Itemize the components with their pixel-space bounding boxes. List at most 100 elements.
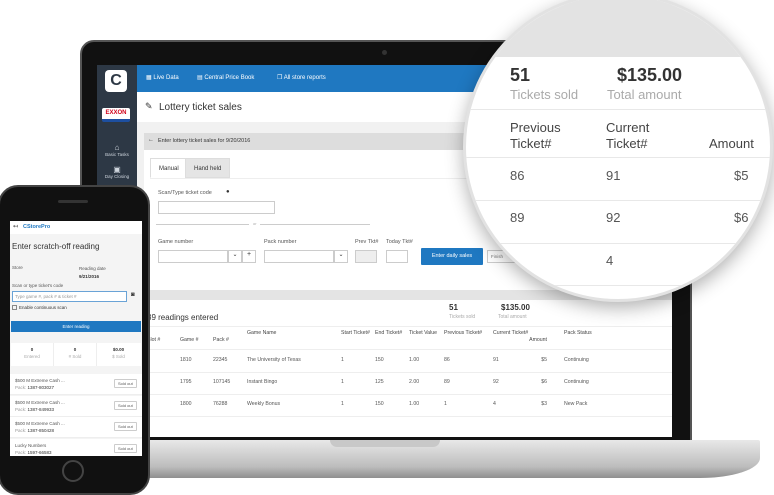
nav-label: Live Data xyxy=(153,75,179,81)
ticket-icon: ✎ xyxy=(145,101,153,111)
camera-icon[interactable]: ◙ xyxy=(131,292,135,298)
reports-icon: ❐ xyxy=(277,75,284,81)
table-row[interactable]: 01795107145Instant Bingo11252.008992$6Co… xyxy=(144,373,672,395)
list-item[interactable]: $500 M Extreme Cash ... Pack: 1387-803027… xyxy=(10,374,142,395)
divider xyxy=(144,394,672,395)
sold-out-button[interactable]: Sold out xyxy=(114,443,137,453)
table-cell: $5 xyxy=(541,357,547,363)
today-ticket-label: Today Tkt# xyxy=(386,239,413,245)
nav-live-data[interactable]: ▦ Live Data xyxy=(146,74,179,81)
table-cell: 1.00 xyxy=(409,357,420,363)
enter-reading-button[interactable]: Enter reading xyxy=(11,321,141,332)
nav-label: Central Price Book xyxy=(204,75,255,81)
table-cell: 1 xyxy=(341,357,344,363)
pack-label: Pack: xyxy=(15,385,27,390)
list-item[interactable]: $500 M Extreme Cash ... Pack: 1387-849933… xyxy=(10,395,142,417)
total-amount-label: Total amount xyxy=(498,314,527,320)
table-cell: Continuing xyxy=(564,379,589,385)
prev-ticket-label: Prev Tkt# xyxy=(355,239,379,245)
scan-input[interactable] xyxy=(158,201,275,214)
mobile-title: Enter scratch-off reading xyxy=(12,242,100,251)
sidebar-item-day-closing[interactable]: ▣ Day Closing xyxy=(97,165,137,179)
pack-number: 1387-850428 xyxy=(27,428,55,433)
sidebar-item-label: Basic Tasks xyxy=(105,152,129,157)
stat-label: # Sold xyxy=(68,354,82,359)
tab-manual[interactable]: Manual xyxy=(150,158,188,178)
table-header: Amount xyxy=(529,337,547,343)
reading-date-label: Reading date xyxy=(79,266,106,271)
nav-label: All store reports xyxy=(283,75,326,81)
mag-header-previous: Previous Ticket# xyxy=(510,120,561,151)
back-arrow-icon[interactable]: ← xyxy=(148,137,154,143)
mag-cell: 89 xyxy=(510,210,525,225)
readings-count: 39 readings entered xyxy=(147,313,219,322)
divider xyxy=(144,416,672,417)
divider xyxy=(144,372,672,373)
mag-cell: 4 xyxy=(606,253,614,268)
table-header: Slot # xyxy=(147,337,161,343)
phone-speaker xyxy=(58,200,88,203)
pack-number: 1387-803027 xyxy=(27,385,55,390)
page-title: Lottery ticket sales xyxy=(159,102,242,113)
table-row[interactable]: 0181022345The University of Texas11501.0… xyxy=(144,351,672,373)
or-label: or xyxy=(253,221,257,226)
today-ticket-input[interactable] xyxy=(386,250,408,263)
app-logo-icon[interactable]: C xyxy=(105,70,127,92)
mag-header-amount: Amount xyxy=(709,136,754,151)
enter-daily-sales-button[interactable]: Enter daily sales xyxy=(421,248,483,265)
sold-out-button[interactable]: Sold out xyxy=(114,422,137,431)
nav-central-price-book[interactable]: ▤ Central Price Book xyxy=(197,74,254,81)
scan-input[interactable]: Type game #, pack # & ticket # xyxy=(12,291,127,302)
sold-out-button[interactable]: Sold out xyxy=(114,400,137,410)
pack-label: Pack: xyxy=(15,449,27,455)
chevron-down-icon[interactable]: ⌄ xyxy=(228,250,242,263)
table-header: Current Ticket# xyxy=(493,330,529,336)
table-cell: 125 xyxy=(375,379,384,385)
mag-cell: $5 xyxy=(734,168,749,183)
game-number-label: Game number xyxy=(158,239,194,245)
table-cell: 1 xyxy=(444,401,447,407)
sidebar-item-basic-tasks[interactable]: ⌂ Basic Tasks xyxy=(97,143,137,157)
table-cell: $3 xyxy=(541,401,547,407)
divider xyxy=(260,224,370,225)
table-cell: 107145 xyxy=(213,379,231,385)
continuous-scan-checkbox[interactable] xyxy=(12,305,17,310)
game-number-select[interactable] xyxy=(158,250,228,263)
table-header: Start Ticket# xyxy=(341,330,370,336)
stat-value: $0.00 xyxy=(112,347,125,352)
divider xyxy=(156,224,249,225)
item-pack: Pack: 1387-849933 xyxy=(15,407,54,412)
pack-number-label: Pack number xyxy=(264,239,297,245)
back-arrow-icon[interactable]: ↤ xyxy=(13,224,19,230)
table-cell: 1795 xyxy=(180,379,192,385)
table-header: Pack Status xyxy=(564,330,592,336)
mag-total-amount-label: Total amount xyxy=(607,87,682,102)
table-header: Pack # xyxy=(213,337,229,343)
pack-number: 1597-66583 xyxy=(27,449,52,455)
table-cell: 1.00 xyxy=(409,401,420,407)
table-cell: 86 xyxy=(444,357,450,363)
stat-1: 0 # Sold xyxy=(54,343,97,366)
stat-2: $0.00 $ Sold xyxy=(97,343,140,366)
list-item[interactable]: Lucky Numbers Pack: 1597-66583 Sold out xyxy=(10,438,142,456)
nav-all-store-reports[interactable]: ❐ All store reports xyxy=(277,74,326,81)
table-cell: New Pack xyxy=(564,401,588,407)
prev-ticket-field xyxy=(355,250,377,263)
tab-hand-held[interactable]: Hand held xyxy=(185,158,231,178)
list-item[interactable]: $500 M Extreme Cash ... Pack: 1387-850428… xyxy=(10,417,142,438)
add-icon[interactable]: + xyxy=(242,250,256,263)
pack-number-select[interactable] xyxy=(264,250,334,263)
sold-out-button[interactable]: Sold out xyxy=(114,379,137,388)
total-amount-value: $135.00 xyxy=(501,303,530,312)
phone-home-button[interactable] xyxy=(62,460,84,482)
help-icon[interactable]: ● xyxy=(226,189,230,195)
magnifier-gray-band xyxy=(466,0,770,57)
table-header: Ticket Value xyxy=(409,330,437,336)
mag-cell: 86 xyxy=(510,168,525,183)
item-name: $500 M Extreme Cash ... xyxy=(15,399,65,405)
table-cell: Continuing xyxy=(564,357,589,363)
item-pack: Pack: 1597-66583 xyxy=(15,450,52,455)
mag-header-current: Current Ticket# xyxy=(606,120,650,151)
chevron-down-icon[interactable]: ⌄ xyxy=(334,250,348,263)
